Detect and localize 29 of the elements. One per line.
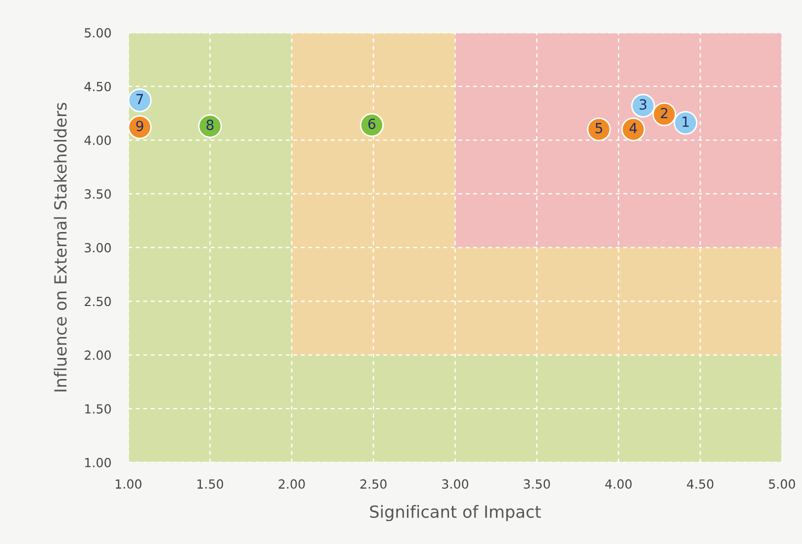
series-label: 2 <box>660 108 668 118</box>
series-label: 5 <box>596 123 602 134</box>
series-label: 8 <box>206 120 214 130</box>
series-label: 6 <box>368 118 376 130</box>
x-tick-label: 1.50 <box>197 479 224 489</box>
x-tick-label: 1.00 <box>116 479 142 489</box>
series-label: 7 <box>136 94 143 104</box>
x-tick-label: 3.50 <box>524 479 550 489</box>
x-tick-label: 4.00 <box>605 479 632 489</box>
y-tick-label: 4.00 <box>84 136 111 146</box>
series-label: 1 <box>682 116 689 127</box>
y-tick-label: 4.50 <box>84 82 111 92</box>
x-tick-label: 2.50 <box>360 479 387 489</box>
series-label: 4 <box>630 123 637 134</box>
x-tick-label: 3.00 <box>442 479 468 489</box>
y-tick-label: 1.00 <box>85 458 111 468</box>
x-tick-label: 4.50 <box>686 479 714 489</box>
x-tick-label: 2.00 <box>278 479 305 489</box>
y-tick-label: 3.00 <box>84 242 111 252</box>
series-label: 3 <box>640 99 646 110</box>
series-label: 9 <box>136 120 144 132</box>
y-tick-label: 5.00 <box>84 28 111 38</box>
y-tick-label: 1.50 <box>85 404 111 414</box>
y-tick-label: 2.00 <box>84 350 111 360</box>
y-axis-title: Influence on External Stakeholders <box>54 102 67 392</box>
x-axis-title: Significant of Impact <box>370 505 541 522</box>
y-tick-label: 3.50 <box>84 189 111 199</box>
x-tick-label: 5.00 <box>769 479 796 489</box>
y-tick-label: 2.50 <box>84 296 111 306</box>
